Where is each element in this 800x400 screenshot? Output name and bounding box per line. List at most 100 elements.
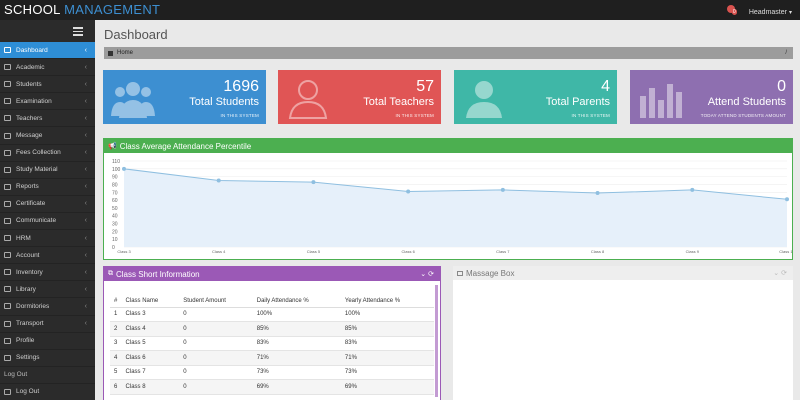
class-table: # Class Name Student Amount Daily Attendanc… xyxy=(110,295,434,395)
sidebar-item-settings[interactable]: Settings xyxy=(0,350,95,367)
collapse-icon[interactable]: ⌄ xyxy=(420,271,427,278)
settings-icon xyxy=(4,354,11,361)
x-tick-label: Class 5 xyxy=(307,249,321,254)
sidebar-item-library[interactable]: Library ‹ xyxy=(0,281,95,299)
refresh-icon[interactable]: ⟳ xyxy=(781,270,787,277)
sidebar-item-label: Reports xyxy=(16,183,39,191)
y-tick-label: 30 xyxy=(112,222,118,228)
stat-card-attend-students: 0 Attend Students TODAY ATTEND STUDENTS … xyxy=(630,70,793,124)
scrollbar[interactable] xyxy=(435,285,438,397)
column-header[interactable]: # xyxy=(110,295,122,308)
chevron-left-icon: ‹ xyxy=(84,234,87,242)
table-cell: 5 xyxy=(110,365,122,380)
sidebar-item-log-out[interactable]: Log Out xyxy=(0,384,95,400)
sidebar-item-account[interactable]: Account ‹ xyxy=(0,247,95,265)
dashboard-icon xyxy=(4,47,11,54)
examination-icon xyxy=(4,98,11,105)
sidebar-toggle-button[interactable] xyxy=(0,20,95,42)
table-cell: 85% xyxy=(340,321,434,337)
sidebar-item-teachers[interactable]: Teachers ‹ xyxy=(0,110,95,128)
y-tick-label: 60 xyxy=(112,198,118,204)
sidebar-item-dormitories[interactable]: Dormitories ‹ xyxy=(0,298,95,316)
x-tick-label: Class 3 xyxy=(117,249,131,254)
sidebar-item-label: Communicate xyxy=(16,217,57,225)
y-tick-label: 80 xyxy=(112,182,118,188)
user-menu[interactable]: Headmaster ▾ xyxy=(749,1,792,19)
teacher-icon xyxy=(288,80,328,119)
sidebar-item-inventory[interactable]: Inventory ‹ xyxy=(0,264,95,282)
x-tick-label: Class 7 xyxy=(496,249,510,254)
table-cell: 0 xyxy=(179,307,253,322)
x-tick-label: Class 4 xyxy=(212,249,226,254)
sidebar-item-label: Settings xyxy=(16,354,40,362)
data-point[interactable] xyxy=(311,180,316,185)
sidebar-item-profile[interactable]: Profile xyxy=(0,333,95,350)
table-row: 6 Class 8 0 69% 69% xyxy=(110,379,434,395)
collapse-icon[interactable]: ⌄ xyxy=(773,270,780,277)
sidebar-item-fees-collection[interactable]: Fees Collection ‹ xyxy=(0,145,95,162)
class-panel-header: ⧉ Class Short Information ⌄ ⟳ xyxy=(104,267,440,281)
students-icon xyxy=(4,81,11,88)
table-cell: 85% xyxy=(252,321,341,337)
sidebar-item-transport[interactable]: Transport ‹ xyxy=(0,316,95,333)
sidebar-item-students[interactable]: Students ‹ xyxy=(0,76,95,94)
sidebar-item-examination[interactable]: Examination ‹ xyxy=(0,93,95,111)
sidebar-item-dashboard[interactable]: Dashboard ‹ xyxy=(0,42,95,60)
hamburger-icon xyxy=(73,27,83,38)
class-panel-title: Class Short Information xyxy=(116,269,200,279)
sidebar-item-label: Teachers xyxy=(16,114,43,122)
data-point[interactable] xyxy=(785,197,789,202)
refresh-icon[interactable]: ⟳ xyxy=(428,271,434,278)
sidebar-item-label: Dashboard xyxy=(16,46,48,54)
sidebar-item-reports[interactable]: Reports ‹ xyxy=(0,179,95,196)
table-cell: 0 xyxy=(179,365,253,380)
data-point[interactable] xyxy=(122,166,126,171)
chart-panel-title: Class Average Attendance Percentile xyxy=(119,141,252,151)
column-header[interactable]: Yearly Attendance % xyxy=(340,295,434,308)
table-row: 4 Class 6 0 71% 71% xyxy=(110,350,434,366)
class-info-panel: ⧉ Class Short Information ⌄ ⟳ # Class Nam… xyxy=(103,266,441,400)
sidebar-item-certificate[interactable]: Certificate ‹ xyxy=(0,196,95,213)
sidebar-item-label: Study Material xyxy=(16,166,58,174)
academic-icon xyxy=(4,64,11,71)
y-tick-label: 110 xyxy=(112,159,120,165)
sidebar-item-communicate[interactable]: Communicate ‹ xyxy=(0,213,95,231)
chevron-down-icon: ▾ xyxy=(788,10,792,16)
attendance-chart-panel: 📢 Class Average Attendance Percentile 0 1… xyxy=(103,138,793,260)
table-cell: 0 xyxy=(179,379,253,395)
chevron-left-icon: ‹ xyxy=(84,80,87,88)
message-box-panel: Massage Box ⌄ ⟳ xyxy=(453,266,793,400)
column-header[interactable]: Daily Attendance % xyxy=(252,295,341,308)
chevron-left-icon: ‹ xyxy=(84,183,87,191)
breadcrumb-home-link[interactable]: Home xyxy=(117,50,134,56)
chevron-left-icon: ‹ xyxy=(84,217,87,225)
y-tick-label: 70 xyxy=(112,190,118,196)
data-point[interactable] xyxy=(690,187,695,192)
sidebar-item-label: Log Out xyxy=(16,388,40,396)
top-navbar: SCHOOL MANAGEMENT 0 Headmaster ▾ xyxy=(0,0,800,20)
notification-bell-icon[interactable]: 0 xyxy=(726,4,739,16)
sidebar-item-study-material[interactable]: Study Material ‹ xyxy=(0,162,95,179)
column-header[interactable]: Student Amount xyxy=(179,295,253,308)
account-icon xyxy=(4,252,11,259)
sidebar-item-message[interactable]: Message ‹ xyxy=(0,127,95,145)
table-cell: 69% xyxy=(340,379,434,395)
sidebar-item-hrm[interactable]: HRM ‹ xyxy=(0,230,95,248)
table-cell: Class 8 xyxy=(121,379,180,395)
data-point[interactable] xyxy=(216,178,221,183)
table-cell: 83% xyxy=(340,336,434,351)
app-logo[interactable]: SCHOOL MANAGEMENT xyxy=(4,2,161,17)
sidebar-item-academic[interactable]: Academic ‹ xyxy=(0,59,95,77)
sidebar-item-log-out[interactable]: Log Out xyxy=(0,367,95,384)
column-header[interactable]: Class Name xyxy=(121,295,180,308)
hrm-icon xyxy=(4,235,11,242)
table-row: 5 Class 7 0 73% 73% xyxy=(110,365,434,380)
y-tick-label: 0 xyxy=(112,245,115,251)
message-icon xyxy=(4,132,11,139)
data-point[interactable] xyxy=(595,191,600,196)
data-point[interactable] xyxy=(500,187,505,192)
data-point[interactable] xyxy=(406,189,411,194)
stat-subtext: IN THIS SYSTEM xyxy=(395,113,434,118)
table-cell: 73% xyxy=(340,365,434,380)
y-tick-label: 20 xyxy=(112,229,118,235)
